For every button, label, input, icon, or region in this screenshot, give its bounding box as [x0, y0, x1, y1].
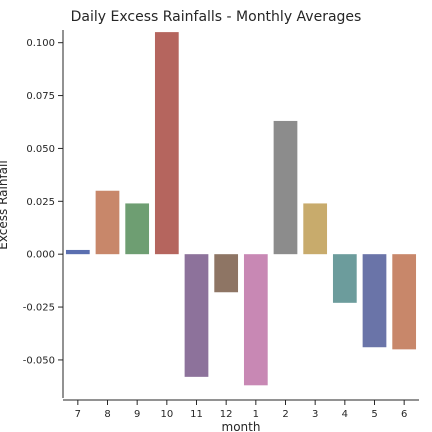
bar-month-12 [214, 254, 239, 293]
bar-month-9 [125, 203, 150, 255]
x-tick-label: 8 [104, 409, 110, 420]
bar-month-6 [392, 254, 417, 350]
x-tick-label: 7 [75, 409, 81, 420]
bar-month-8 [95, 190, 120, 255]
y-tick-label: -0.025 [23, 303, 55, 314]
bar-month-10 [154, 32, 179, 255]
bar-month-11 [184, 254, 209, 377]
bar-month-7 [65, 249, 90, 255]
x-tick-label: 2 [282, 409, 288, 420]
y-tick-label: 0.100 [26, 38, 55, 49]
y-tick-label: -0.050 [23, 355, 55, 366]
x-tick-label: 11 [190, 409, 203, 420]
x-tick-label: 6 [401, 409, 407, 420]
x-tick-label: 1 [253, 409, 259, 420]
bar-month-1 [243, 254, 268, 386]
x-axis-label: month [222, 420, 261, 432]
y-tick-label: 0.075 [26, 91, 55, 102]
bar-month-4 [332, 254, 357, 303]
y-tick-label: 0.050 [26, 144, 55, 155]
x-tick-label: 10 [160, 409, 173, 420]
x-tick-label: 5 [371, 409, 377, 420]
y-tick-label: 0.000 [26, 250, 55, 261]
x-tick-label: 12 [220, 409, 233, 420]
x-ticks-group: 7 8 9 10 11 12 1 2 3 4 5 6 [75, 400, 407, 420]
y-ticks-group: 0.100 0.075 0.050 0.025 0.000 -0.025 -0.050 [23, 38, 63, 366]
y-tick-label: 0.025 [26, 197, 55, 208]
bar-month-3 [303, 203, 328, 255]
x-tick-label: 9 [134, 409, 140, 420]
x-tick-label: 3 [312, 409, 318, 420]
bar-month-2 [273, 120, 298, 255]
bars-group [65, 32, 417, 386]
chart-title: Daily Excess Rainfalls - Monthly Average… [71, 9, 362, 25]
x-tick-label: 4 [342, 409, 348, 420]
bar-month-5 [362, 254, 387, 348]
y-axis-label: Excess Rainfall [0, 160, 10, 249]
